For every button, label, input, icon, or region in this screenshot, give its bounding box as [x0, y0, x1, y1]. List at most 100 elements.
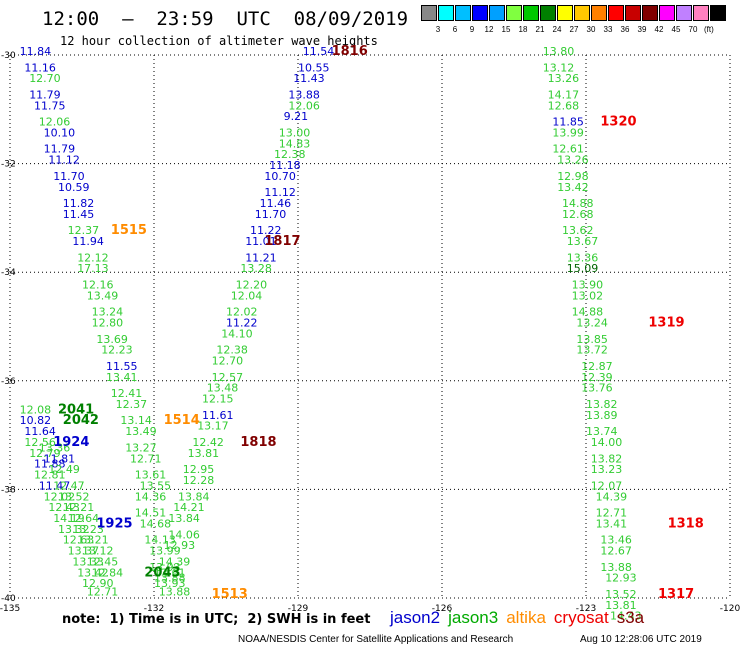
lat-tick-label: -40 [1, 594, 16, 604]
pass-time-label: 1515 [111, 223, 147, 238]
pass-time-label: 1818 [240, 435, 276, 450]
color-scale-label: 12 [484, 25, 494, 34]
wave-height-value: 11.22 [226, 317, 258, 330]
wave-height-value: 12.28 [183, 474, 215, 487]
wave-height-value: 13.84 [168, 512, 200, 525]
wave-height-value: 11.54 [303, 45, 335, 58]
wave-height-value: 13.88 [154, 572, 186, 585]
wave-height-value: 14.43 [610, 610, 642, 623]
wave-height-value: 12.38 [274, 148, 306, 161]
wave-height-value: 12.67 [600, 545, 632, 558]
wave-height-value: 13.93 [154, 577, 186, 590]
wave-height-value: 12.68 [562, 208, 594, 221]
wave-height-value: 14.10 [221, 327, 253, 340]
wave-height-value: 13.26 [548, 72, 580, 85]
wave-height-value: 10.82 [20, 414, 51, 427]
wave-height-value: 12.12 [77, 251, 109, 264]
pass-time-label: 1317 [658, 587, 694, 602]
wave-height-value: 13.24 [92, 306, 124, 319]
wave-height-value: 13.88 [288, 88, 320, 101]
wave-height-value: 12.70 [29, 72, 61, 85]
wave-height-value: 12.37 [68, 224, 100, 237]
lat-tick-label: -38 [1, 485, 16, 495]
wave-height-value: 12.42 [192, 436, 224, 449]
wave-height-value: 12.02 [44, 490, 76, 503]
color-scale-unit: (ft) [704, 25, 714, 34]
lon-tick-label: -120 [720, 604, 740, 614]
wave-height-value: 13.02 [572, 289, 604, 302]
pass-time-label: 1320 [600, 115, 636, 130]
wave-height-value: 12.95 [183, 463, 215, 476]
color-scale-label: 30 [586, 25, 596, 34]
wave-height-value: 13.27 [125, 441, 157, 454]
wave-height-value: 12.71 [130, 452, 162, 465]
wave-height-value: 14.36 [135, 490, 167, 503]
color-scale-label: 33 [603, 25, 613, 34]
legend-cryosat: cryosat [553, 608, 609, 627]
wave-height-value: 11.18 [269, 159, 301, 172]
wave-height-value: 12.87 [581, 360, 613, 373]
lat-tick-label: -34 [1, 268, 16, 278]
wave-height-value: 13.23 [591, 463, 623, 476]
wave-height-value: 12.98 [557, 170, 589, 183]
color-scale-label: 15 [501, 25, 511, 34]
wave-height-value: 12.63 [63, 534, 95, 547]
color-scale-swatch [693, 5, 709, 21]
wave-height-value: 12.45 [87, 555, 119, 568]
wave-height-value: 12.79 [29, 447, 61, 460]
wave-height-value: 11.82 [63, 197, 95, 210]
wave-height-value: 11.12 [48, 154, 80, 167]
color-scale-label: 45 [671, 25, 681, 34]
wave-height-value: 12.38 [216, 344, 248, 357]
wave-height-value: 12.02 [226, 306, 258, 319]
wave-height-value: 13.49 [125, 425, 157, 438]
wave-height-value: 12.06 [39, 116, 71, 129]
wave-height-value: 12.70 [212, 355, 244, 368]
wave-height-value: 13.12 [543, 61, 575, 74]
wave-height-value: 13.93 [149, 561, 181, 574]
wave-height-value: 13.36 [39, 441, 71, 454]
wave-height-value: 13.32 [58, 523, 90, 536]
wave-height-value: 13.82 [591, 452, 623, 465]
color-scale-label: 24 [552, 25, 562, 34]
wave-height-value: 13.00 [279, 126, 311, 139]
wave-height-value: 13.81 [188, 447, 220, 460]
color-scale-swatch [438, 5, 454, 21]
wave-height-value: 11.64 [24, 425, 56, 438]
wave-height-value: 12.57 [212, 371, 244, 384]
wave-height-value: 11.61 [202, 409, 234, 422]
wave-height-value: 13.61 [154, 566, 186, 579]
wave-height-value: 13.17 [197, 420, 229, 433]
wave-height-value: 13.42 [77, 566, 109, 579]
color-scale-swatch [540, 5, 556, 21]
color-scale-swatch [676, 5, 692, 21]
wave-height-value: 11.46 [260, 197, 292, 210]
wave-height-value: 14.39 [159, 555, 191, 568]
lon-tick-label: -135 [0, 604, 20, 614]
wave-height-value: 12.90 [82, 577, 114, 590]
pass-time-label: 1925 [96, 516, 132, 531]
wave-height-value: 14.51 [135, 507, 167, 520]
wave-height-value: 12.06 [288, 99, 320, 112]
wave-height-value: 14.83 [279, 137, 311, 150]
wave-height-value: 13.74 [586, 425, 618, 438]
wave-height-value: 11.79 [44, 143, 76, 156]
wave-height-value: 12.39 [581, 371, 613, 384]
wave-height-value: 12.47 [53, 479, 84, 492]
wave-height-value: 13.90 [572, 278, 604, 291]
wave-height-value: 12.37 [116, 398, 148, 411]
color-scale-swatch [472, 5, 488, 21]
wave-height-value: 12.61 [552, 143, 584, 156]
color-scale-swatch [506, 5, 522, 21]
wave-height-value: 12.07 [591, 479, 623, 492]
lon-tick-label: -129 [288, 604, 309, 614]
wave-height-value: 13.49 [87, 289, 119, 302]
pass-time-label: 1816 [332, 44, 368, 59]
wave-height-value: 13.14 [120, 414, 151, 427]
wave-height-value: 11.21 [245, 251, 277, 264]
wave-height-value: 12.71 [596, 507, 628, 520]
lat-tick-label: -32 [1, 160, 16, 170]
wave-height-value: 13.12 [82, 545, 114, 558]
wave-height-value: 12.16 [82, 278, 114, 291]
